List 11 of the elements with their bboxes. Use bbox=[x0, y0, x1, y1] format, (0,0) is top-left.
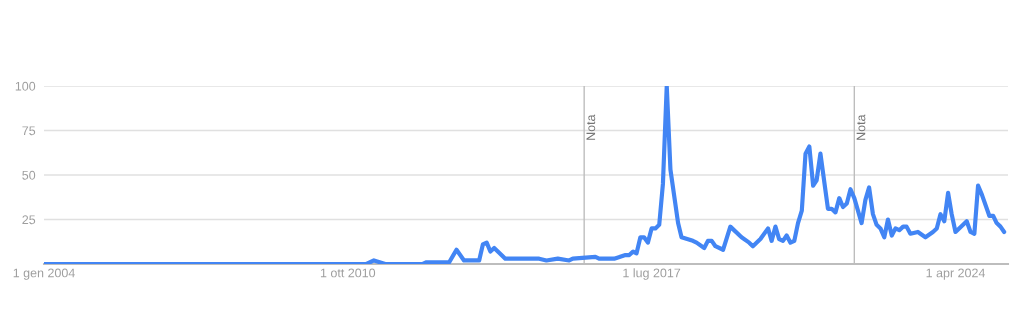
y-tick-label: 75 bbox=[22, 126, 36, 136]
ref-line-label: Nota bbox=[856, 114, 866, 140]
y-tick-label: 25 bbox=[22, 215, 36, 225]
x-tick-label: 1 ott 2010 bbox=[320, 268, 376, 278]
x-tick-label: 1 apr 2024 bbox=[926, 268, 986, 280]
y-tick-label: 50 bbox=[22, 170, 36, 180]
x-tick-label: 1 lug 2017 bbox=[623, 268, 681, 280]
ref-line-label: Nota bbox=[586, 114, 596, 140]
y-tick-label: 100 bbox=[15, 81, 36, 91]
x-tick-label: 1 gen 2004 bbox=[13, 268, 75, 280]
line-series bbox=[44, 86, 1007, 264]
